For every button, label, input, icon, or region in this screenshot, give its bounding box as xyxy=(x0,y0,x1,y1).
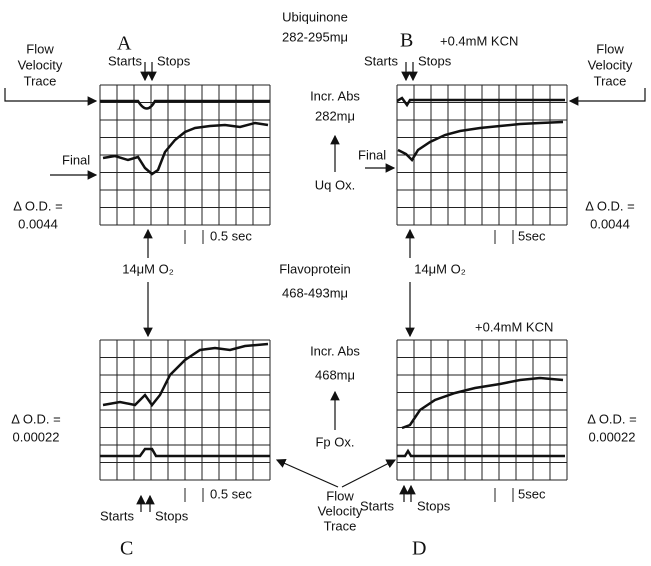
stops: Stops xyxy=(155,508,189,523)
incr-abs: Incr. Abs xyxy=(310,343,360,358)
substance: Ubiquinone xyxy=(282,9,348,24)
incr-wavelength: 468mμ xyxy=(315,367,355,382)
delta-od: Δ O.D. = xyxy=(13,198,63,213)
substance: Flavoprotein xyxy=(279,261,351,276)
note: +0.4mM KCN xyxy=(475,319,553,334)
od-value: 0.00022 xyxy=(589,429,636,444)
wavelength: 468-493mμ xyxy=(282,285,348,300)
flow-label: Trace xyxy=(24,73,57,88)
flow-label: Velocity xyxy=(318,503,363,518)
time-scale: 0.5 sec xyxy=(210,486,252,501)
final: Final xyxy=(358,147,386,162)
scale-bar xyxy=(185,230,203,244)
incr-abs: Incr. Abs xyxy=(310,88,360,103)
final: Final xyxy=(62,152,90,167)
panel-label: B xyxy=(400,30,413,52)
delta-od: Δ O.D. = xyxy=(587,411,637,426)
arrow xyxy=(277,460,338,487)
flow-label: Trace xyxy=(594,73,627,88)
figure: A Flow Velocity Trace Starts Stops Final… xyxy=(0,0,651,566)
flow-trace xyxy=(397,451,565,456)
delta-od: Δ O.D. = xyxy=(11,411,61,426)
panel-label: C xyxy=(120,538,133,560)
oxidation: Fp Ox. xyxy=(315,434,354,449)
starts: Starts xyxy=(360,498,394,513)
flow-label: Flow xyxy=(326,488,354,503)
time-scale: 5sec xyxy=(518,486,546,501)
panel-label: A xyxy=(117,33,132,55)
oxygen: 14μM O₂ xyxy=(414,261,466,276)
note: +0.4mM KCN xyxy=(440,33,518,48)
flow-label: Velocity xyxy=(588,57,633,72)
flow-label: Flow xyxy=(596,41,624,56)
od-value: 0.00022 xyxy=(13,429,60,444)
scale-bar xyxy=(495,488,513,502)
od-value: 0.0044 xyxy=(18,216,58,231)
delta-od: Δ O.D. = xyxy=(585,198,635,213)
scale-bar xyxy=(495,230,513,244)
panel-label: D xyxy=(412,538,426,560)
flow-label: Velocity xyxy=(18,57,63,72)
starts: Starts xyxy=(108,53,142,68)
flow-trace xyxy=(397,98,565,105)
incr-wavelength: 282mμ xyxy=(315,108,355,123)
flow-label: Flow xyxy=(26,41,54,56)
absorbance-trace xyxy=(398,122,563,160)
wavelength: 282-295mμ xyxy=(282,29,348,44)
starts: Starts xyxy=(100,508,134,523)
oxidation: Uq Ox. xyxy=(315,177,355,192)
starts: Starts xyxy=(364,53,398,68)
arrow xyxy=(342,460,395,487)
arrow xyxy=(5,88,96,101)
time-scale: 5sec xyxy=(518,228,546,243)
oxygen: 14μM O₂ xyxy=(122,261,174,276)
stops: Stops xyxy=(157,53,191,68)
od-value: 0.0044 xyxy=(590,216,630,231)
time-scale: 0.5 sec xyxy=(210,228,252,243)
flow-label: Trace xyxy=(324,518,357,533)
stops: Stops xyxy=(417,498,451,513)
arrow xyxy=(570,88,645,101)
stops: Stops xyxy=(418,53,452,68)
scale-bar xyxy=(185,488,203,502)
